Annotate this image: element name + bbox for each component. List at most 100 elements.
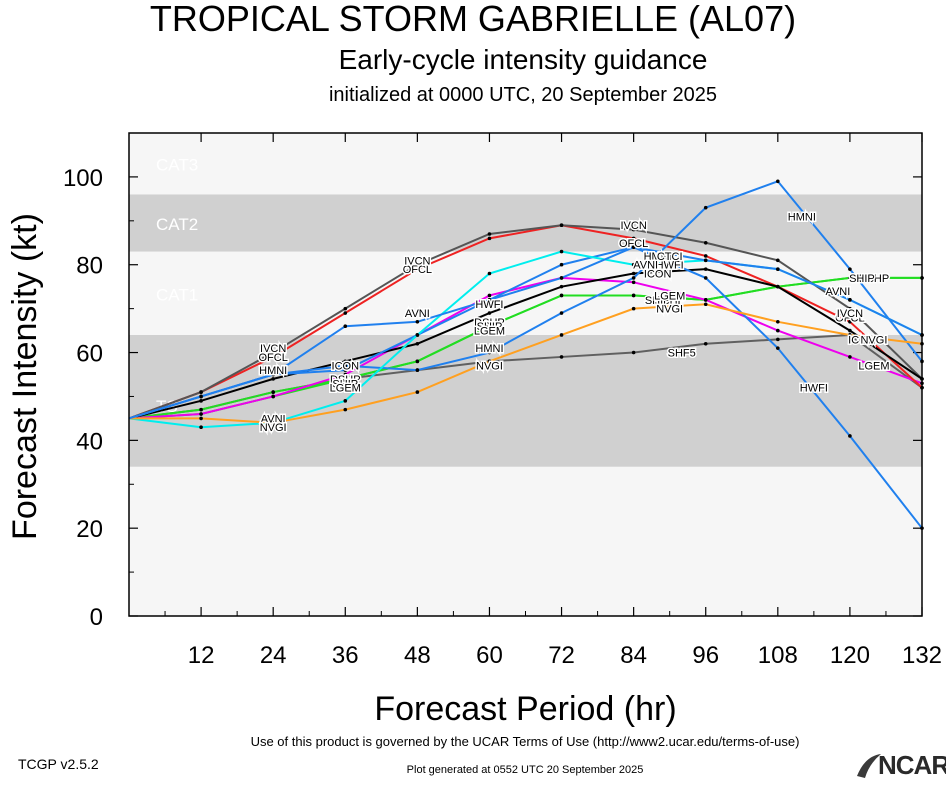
data-point-hwfi [703,276,708,280]
series-label-ofcl: OFCL [259,352,288,364]
data-point-lgem [776,328,780,333]
data-point-ship [415,359,420,364]
data-point-hwfi [559,262,564,267]
series-label-ivcn: IVCN [260,343,286,355]
data-point-ivcn [199,390,203,394]
data-point-ctci [631,245,636,249]
data-point-icon [559,284,564,289]
series-label-ofcl: OFCL [619,238,648,250]
data-point-icon [703,267,708,271]
plot-generated-time: Plot generated at 0552 UTC 20 September … [406,764,644,776]
data-point-hmni [415,368,420,372]
x-tick-label: 36 [332,642,359,669]
data-point-dshp [199,407,203,412]
data-point-hmni [703,205,708,210]
data-point-ivcn [415,262,420,267]
data-point-lgem [487,293,492,298]
data-point-ivcn [703,240,708,245]
series-label-dshp: DSHP [654,295,685,307]
series-label-ctci: CTCI [657,251,683,263]
data-point-ofcl [487,236,492,241]
data-point-nvgi [631,306,636,311]
x-tick-label: 60 [476,642,503,669]
series-line-nvgi [129,303,923,424]
series-label-hmni: HMNI [644,251,672,263]
plot-frame [128,132,923,617]
data-point-nvgi [776,320,780,324]
series-label-ship: SHIP [332,378,358,390]
data-point-avni [199,425,203,429]
data-point-shf5 [559,355,564,359]
x-tick-label: 108 [758,642,798,669]
data-point-icon [199,399,203,403]
data-point-ctci [487,298,492,302]
series-label-lgem: LGEM [858,361,889,373]
series-label-avni: AVNI [825,286,850,298]
series-lines [128,179,924,530]
y-tick-label: 100 [63,165,103,192]
data-point-ship [848,276,852,280]
y-tick-label: 20 [76,516,103,543]
data-point-icon [631,271,636,276]
init-time: initialized at 0000 UTC, 20 September 20… [328,84,717,106]
data-point-icon [487,311,492,315]
data-point-ivcn [487,232,492,236]
series-label-icon: ICON [848,334,876,346]
data-point-ship [559,293,564,298]
data-point-icon [343,359,348,364]
data-point-ctci [343,324,348,329]
data-point-nvgi [848,333,852,337]
data-point-avni [559,249,564,254]
data-point-hmni [776,179,780,184]
data-point-lgem [271,394,275,399]
data-point-ship [487,324,492,329]
series-label-hwfi: HWFI [475,299,503,311]
data-point-ofcl [271,355,275,359]
band-label-cat1: CAT1 [156,285,198,304]
data-point-ctci [415,320,420,324]
x-tick-label: 48 [404,642,431,669]
data-point-hwfi [343,368,348,372]
data-point-lgem [703,298,708,302]
data-point-icon [271,377,275,381]
terms-of-use: Use of this product is governed by the U… [250,734,800,749]
data-point-avni [415,333,420,337]
data-point-nvgi [415,390,420,394]
series-label-lgem: LGEM [330,383,361,395]
data-point-ivcn [848,306,852,311]
data-point-ivcn [271,350,275,355]
y-tick-label: 40 [76,428,103,455]
data-point-ofcl [343,311,348,315]
x-axis-label: Forecast Period (hr) [374,690,676,728]
chart-title: TROPICAL STORM GABRIELLE (AL07) [149,0,797,39]
data-point-ship [343,377,348,381]
x-tick-label: 12 [188,642,215,669]
series-label-hwfi: HWFI [656,260,684,272]
data-point-lgem [848,355,852,359]
data-point-nvgi [271,421,275,425]
series-line-ctci [128,246,923,420]
x-tick-label: 96 [692,642,719,669]
series-line-ofcl [128,224,923,420]
series-label-ship: SHIP [477,321,503,333]
series-label-avni: AVNI [405,308,430,320]
data-point-hwfi [776,346,780,350]
x-tick-label: 24 [260,642,287,669]
series-label-avni: AVNI [633,260,658,272]
series-label-ship: SHIP [645,295,671,307]
data-point-hmni [487,350,492,355]
data-point-ctci [848,298,852,302]
data-point-hmni [559,311,564,315]
series-label-ofcl: OFCL [403,264,432,276]
series-label-nvgi: NVGI [476,361,503,373]
x-tick-label: 120 [830,642,870,669]
series-label-ship: SHIP [849,273,875,285]
y-axis-label: Forecast Intensity (kt) [6,213,44,540]
series-label-hmni: HMNI [475,343,503,355]
chart-subtitle: Early-cycle intensity guidance [338,44,708,75]
data-point-shf5 [776,337,780,342]
data-point-ctci [703,258,708,263]
series-label-ivcn: IVCN [404,255,430,267]
series-label-avni: AVNI [261,413,286,425]
